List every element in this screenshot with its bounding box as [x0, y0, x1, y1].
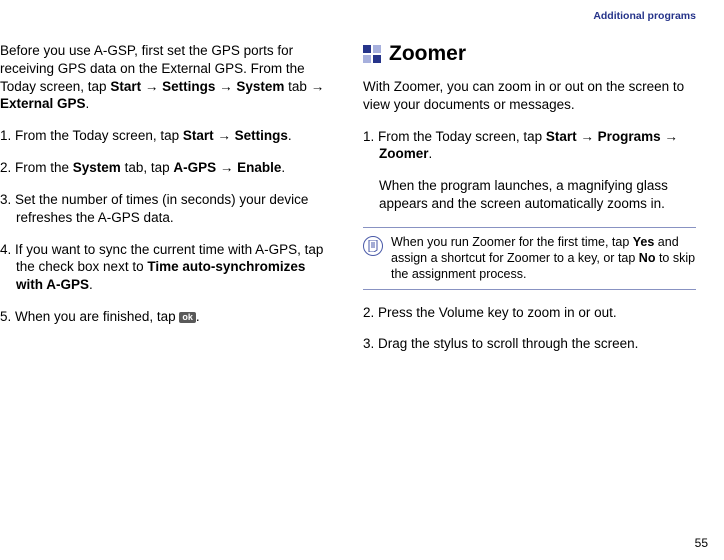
right-column: Zoomer With Zoomer, you can zoom in or o…	[363, 42, 696, 367]
text: From the Today screen, tap	[11, 128, 183, 143]
zoomer-note: When you run Zoomer for the first time, …	[363, 227, 696, 290]
system-label: System	[73, 160, 121, 175]
step-number: 5.	[0, 309, 11, 324]
text: Drag the stylus to scroll through the sc…	[374, 336, 638, 351]
text: From the Today screen, tap	[374, 129, 546, 144]
left-column: Before you use A-GSP, first set the GPS …	[0, 42, 333, 367]
agps-step-3: 3. Set the number of times (in seconds) …	[0, 191, 333, 227]
text: .	[429, 146, 433, 161]
zoomer-heading-row: Zoomer	[363, 42, 696, 66]
zoomer-step-3: 3. Drag the stylus to scroll through the…	[363, 335, 696, 353]
header-label: Additional programs	[593, 10, 696, 22]
step-number: 3.	[0, 192, 11, 207]
text: Press the Volume key to zoom in or out.	[374, 305, 616, 320]
system-label: System	[236, 79, 284, 94]
enable-label: Enable	[237, 160, 281, 175]
step-number: 2.	[363, 305, 374, 320]
arrow: →	[141, 79, 162, 94]
step-number: 1.	[363, 129, 374, 144]
agps-label: A-GPS	[173, 160, 216, 175]
start-label: Start	[183, 128, 214, 143]
arrow: →	[577, 129, 598, 144]
programs-label: Programs	[598, 129, 661, 144]
agps-intro: Before you use A-GSP, first set the GPS …	[0, 42, 333, 113]
agps-step-1: 1. From the Today screen, tap Start → Se…	[0, 127, 333, 145]
external-gps-label: External GPS	[0, 96, 86, 111]
text: .	[89, 277, 93, 292]
columns: Before you use A-GSP, first set the GPS …	[0, 18, 696, 367]
page-number: 55	[695, 536, 708, 550]
settings-label: Settings	[162, 79, 215, 94]
arrow: →	[216, 160, 237, 175]
text: From the	[11, 160, 73, 175]
text: .	[281, 160, 285, 175]
text: .	[86, 96, 90, 111]
zoomer-title: Zoomer	[389, 42, 466, 66]
step-number: 2.	[0, 160, 11, 175]
text: Set the number of times (in seconds) you…	[11, 192, 308, 225]
ok-icon: ok	[179, 312, 196, 323]
step-number: 4.	[0, 242, 11, 257]
step-number: 1.	[0, 128, 11, 143]
zoomer-label: Zoomer	[379, 146, 429, 161]
arrow: →	[661, 129, 678, 144]
yes-label: Yes	[633, 235, 655, 249]
agps-step-2: 2. From the System tab, tap A-GPS → Enab…	[0, 159, 333, 177]
arrow: →	[214, 128, 235, 143]
text: tab, tap	[121, 160, 174, 175]
section-squares-icon	[363, 45, 381, 63]
zoomer-note-text: When you run Zoomer for the first time, …	[391, 234, 696, 283]
text: tab →	[284, 79, 324, 94]
start-label: Start	[110, 79, 141, 94]
text: When you run Zoomer for the first time, …	[391, 235, 633, 249]
text: .	[196, 309, 200, 324]
no-label: No	[639, 251, 656, 265]
arrow: →	[215, 79, 236, 94]
text: .	[288, 128, 292, 143]
note-icon	[363, 236, 383, 256]
zoomer-step-1: 1. From the Today screen, tap Start → Pr…	[363, 128, 696, 164]
start-label: Start	[546, 129, 577, 144]
text: When you are finished, tap	[11, 309, 179, 324]
zoomer-step-2: 2. Press the Volume key to zoom in or ou…	[363, 304, 696, 322]
zoomer-step-1-desc: When the program launches, a magnifying …	[363, 177, 696, 213]
zoomer-intro: With Zoomer, you can zoom in or out on t…	[363, 78, 696, 114]
step-number: 3.	[363, 336, 374, 351]
agps-step-5: 5. When you are finished, tap ok.	[0, 308, 333, 326]
settings-label: Settings	[235, 128, 288, 143]
page: Additional programs Before you use A-GSP…	[0, 0, 724, 560]
agps-step-4: 4. If you want to sync the current time …	[0, 241, 333, 294]
